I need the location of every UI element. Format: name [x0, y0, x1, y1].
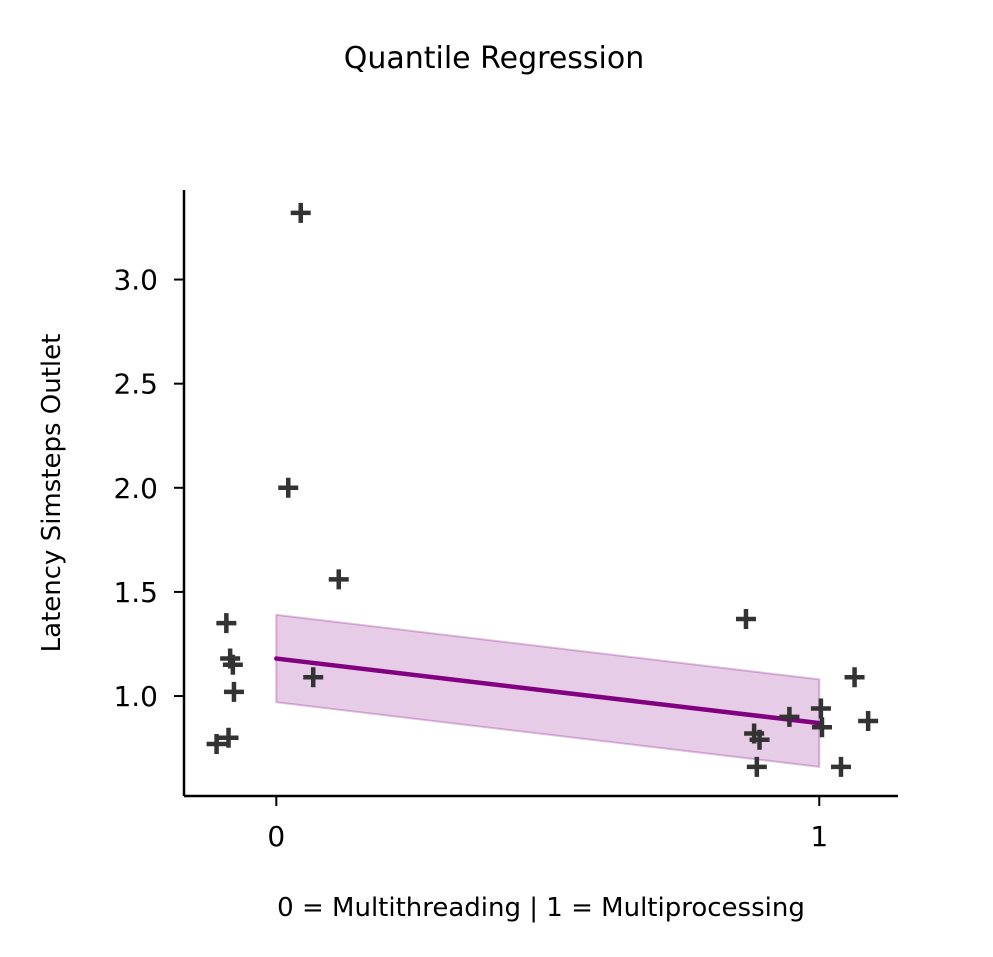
regression-line — [274, 656, 822, 726]
data-point — [216, 613, 237, 634]
data-point — [735, 608, 756, 629]
data-points-layer — [206, 202, 879, 777]
data-point — [223, 681, 244, 702]
axes-layer: 1.0 1.5 2.0 2.5 3.0 0 1 — [113, 190, 898, 853]
y-tick-label: 3.0 — [113, 264, 158, 297]
data-point — [811, 717, 832, 738]
y-tick-label: 1.5 — [113, 576, 158, 609]
chart-title: Quantile Regression — [344, 41, 645, 76]
data-point — [222, 654, 243, 675]
x-axis-label: 0 = Multithreading | 1 = Multiprocessing — [277, 893, 805, 923]
data-point — [206, 733, 227, 754]
data-point — [303, 667, 324, 688]
y-tick-label: 1.0 — [113, 680, 158, 713]
data-point — [278, 477, 299, 498]
data-point — [844, 667, 865, 688]
data-point — [810, 698, 831, 719]
y-tick-label: 2.0 — [113, 472, 158, 505]
x-tick-label: 1 — [810, 820, 828, 853]
data-point — [328, 569, 349, 590]
x-tick-label: 0 — [267, 820, 285, 853]
data-point — [858, 711, 879, 732]
data-point — [779, 706, 800, 727]
data-point — [749, 729, 770, 750]
data-point — [746, 756, 767, 777]
y-axis-label: Latency Simsteps Outlet — [37, 334, 67, 653]
y-tick-label: 2.5 — [113, 368, 158, 401]
regression-line-layer — [274, 656, 822, 726]
data-point — [218, 727, 239, 748]
data-point — [830, 756, 851, 777]
data-point — [290, 202, 311, 223]
